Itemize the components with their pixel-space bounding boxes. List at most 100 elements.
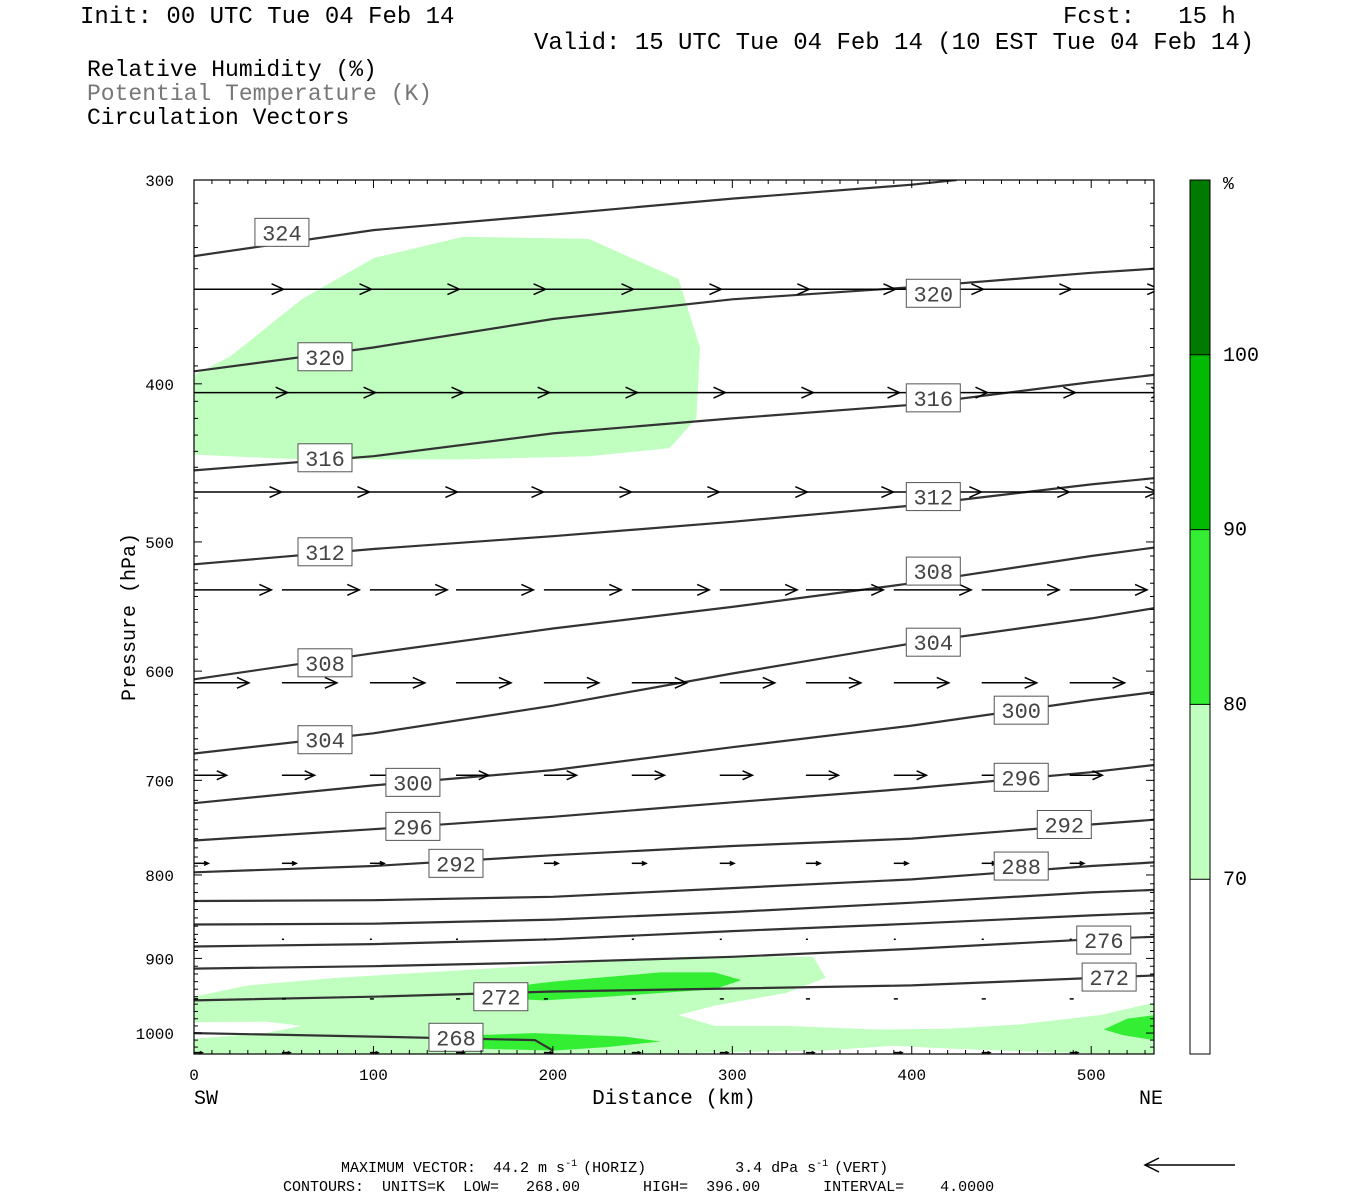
vector-arrowhead xyxy=(566,770,579,781)
footer-max-vector: MAXIMUM VECTOR: 44.2 m s-1 (HORIZ) 3.4 dP… xyxy=(341,1159,888,1177)
contour-label-308: 308 xyxy=(297,648,353,678)
contour-label-304: 304 xyxy=(297,725,353,755)
contour-label-320: 320 xyxy=(905,278,961,308)
contour-label-text: 288 xyxy=(1001,856,1041,881)
contour-label-box xyxy=(297,443,353,473)
rh-region-80 xyxy=(1103,1015,1154,1041)
contour-label-text: 304 xyxy=(305,730,345,755)
colorbar-segment xyxy=(1190,704,1210,880)
forecast-hour: Fcst: 15 h xyxy=(1063,4,1236,31)
vector-arrowhead xyxy=(1056,485,1072,499)
footer: MAXIMUM VECTOR: 44.2 m s-1 (HORIZ) 3.4 dP… xyxy=(283,1157,1235,1196)
vector-arrowhead xyxy=(553,860,560,866)
contour-label-box xyxy=(385,811,441,841)
vector-arrowhead xyxy=(434,583,450,596)
footer-contours: CONTOURS: UNITS=K LOW= 268.00 HIGH= 396.… xyxy=(283,1179,994,1196)
vector-arrowhead xyxy=(608,583,624,596)
theta-contour-316 xyxy=(194,373,1154,472)
vector-arrowhead xyxy=(696,583,712,596)
contour-label-276: 276 xyxy=(1076,925,1132,955)
contour-labels: 324 320 316 312 308 304 300 296 292 272 268 320 316 3… xyxy=(254,217,1137,1052)
vector-arrowhead xyxy=(654,770,667,781)
vector-arrowhead xyxy=(324,676,339,689)
vector-arrowhead xyxy=(287,1050,292,1054)
contour-label-text: 312 xyxy=(913,487,953,512)
vector-arrowhead xyxy=(1134,583,1149,596)
contour-label-text: 312 xyxy=(305,542,345,567)
field-vectors: Circulation Vectors xyxy=(87,105,350,131)
vector-arrowhead xyxy=(958,583,974,596)
contour-label-text: 276 xyxy=(1084,930,1124,955)
colorbar-segment xyxy=(1190,354,1210,530)
contour-label-324: 324 xyxy=(254,217,310,247)
y-tick-label: 300 xyxy=(145,173,174,191)
contour-label-text: 300 xyxy=(1001,700,1041,725)
contour-label-316: 316 xyxy=(297,443,353,473)
vector-arrowhead xyxy=(936,676,951,689)
colorbar-frame xyxy=(1189,179,1211,1055)
y-tick-label: 800 xyxy=(145,868,174,886)
vector-arrowhead xyxy=(762,676,777,689)
vector-arrowhead xyxy=(848,676,863,689)
y-axis-title: Pressure (hPa) xyxy=(119,533,142,701)
contour-label-box xyxy=(297,342,353,372)
axes: 0 100 200 300 400 500 300 400 500 600 700 800 900 100… xyxy=(136,173,1155,1085)
contour-label-box xyxy=(905,482,961,512)
contour-label-312: 312 xyxy=(297,537,353,567)
contour-label-text: 300 xyxy=(393,772,433,797)
vector-arrowhead xyxy=(586,676,601,689)
contour-label-312: 312 xyxy=(905,482,961,512)
field-theta: Potential Temperature (K) xyxy=(87,81,433,107)
x-left-end-label: SW xyxy=(194,1088,218,1111)
vector-arrowhead xyxy=(375,1050,380,1054)
contour-label-box xyxy=(297,725,353,755)
contour-label-300: 300 xyxy=(993,695,1049,725)
contour-label-304: 304 xyxy=(905,627,961,657)
contour-label-box xyxy=(905,383,961,413)
theta-contours xyxy=(194,180,1154,1052)
contour-label-box xyxy=(905,627,961,657)
colorbar-unit: % xyxy=(1223,175,1234,195)
theta-contour-296 xyxy=(194,763,1154,842)
vector-arrowhead xyxy=(637,1050,642,1054)
vector-arrowhead xyxy=(811,1050,816,1054)
x-tick-label: 0 xyxy=(189,1067,199,1085)
vector-arrowhead xyxy=(216,770,229,781)
contour-label-text: 268 xyxy=(436,1027,476,1052)
vector-arrowhead xyxy=(549,1050,554,1054)
contour-label-272: 272 xyxy=(1081,962,1137,992)
x-axis-title: Distance (km) xyxy=(592,1088,756,1111)
contour-label-296: 296 xyxy=(993,762,1049,792)
theta-contour-272 xyxy=(194,974,1154,1002)
theta-contour-324 xyxy=(194,180,957,258)
contour-label-box xyxy=(428,848,484,878)
colorbar-label: 90 xyxy=(1223,520,1247,543)
contour-label-box xyxy=(993,851,1049,881)
contour-label-292: 292 xyxy=(428,848,484,878)
field-rh: Relative Humidity (%) xyxy=(87,57,377,83)
y-tick-label: 900 xyxy=(145,951,174,969)
contour-label-text: 296 xyxy=(1001,767,1041,792)
contour-label-box xyxy=(1081,962,1137,992)
vector-arrowhead xyxy=(1146,283,1154,296)
contour-label-box xyxy=(993,762,1049,792)
contour-label-text: 320 xyxy=(305,347,345,372)
colorbar-segment xyxy=(1190,879,1210,1054)
contour-label-text: 316 xyxy=(913,388,953,413)
colorbar: 70 80 90 100 xyxy=(1189,179,1259,1055)
vector-arrowhead xyxy=(346,583,362,596)
contour-label-292: 292 xyxy=(1036,809,1092,839)
vector-arrowhead xyxy=(1079,860,1086,866)
contour-label-text: 292 xyxy=(436,853,476,878)
theta-contour-300 xyxy=(194,691,1154,805)
contour-label-box xyxy=(993,695,1049,725)
theta-contour-320 xyxy=(194,267,1154,373)
rh-region-80 xyxy=(430,1033,661,1051)
theta-contour-304 xyxy=(194,607,1154,755)
vector-arrowhead xyxy=(619,485,634,499)
reference-vector xyxy=(1143,1157,1235,1173)
vector-arrowhead xyxy=(259,583,274,596)
plot-frame xyxy=(193,179,1155,1055)
vector-arrowhead xyxy=(203,860,211,866)
colorbar-label: 100 xyxy=(1223,345,1259,368)
